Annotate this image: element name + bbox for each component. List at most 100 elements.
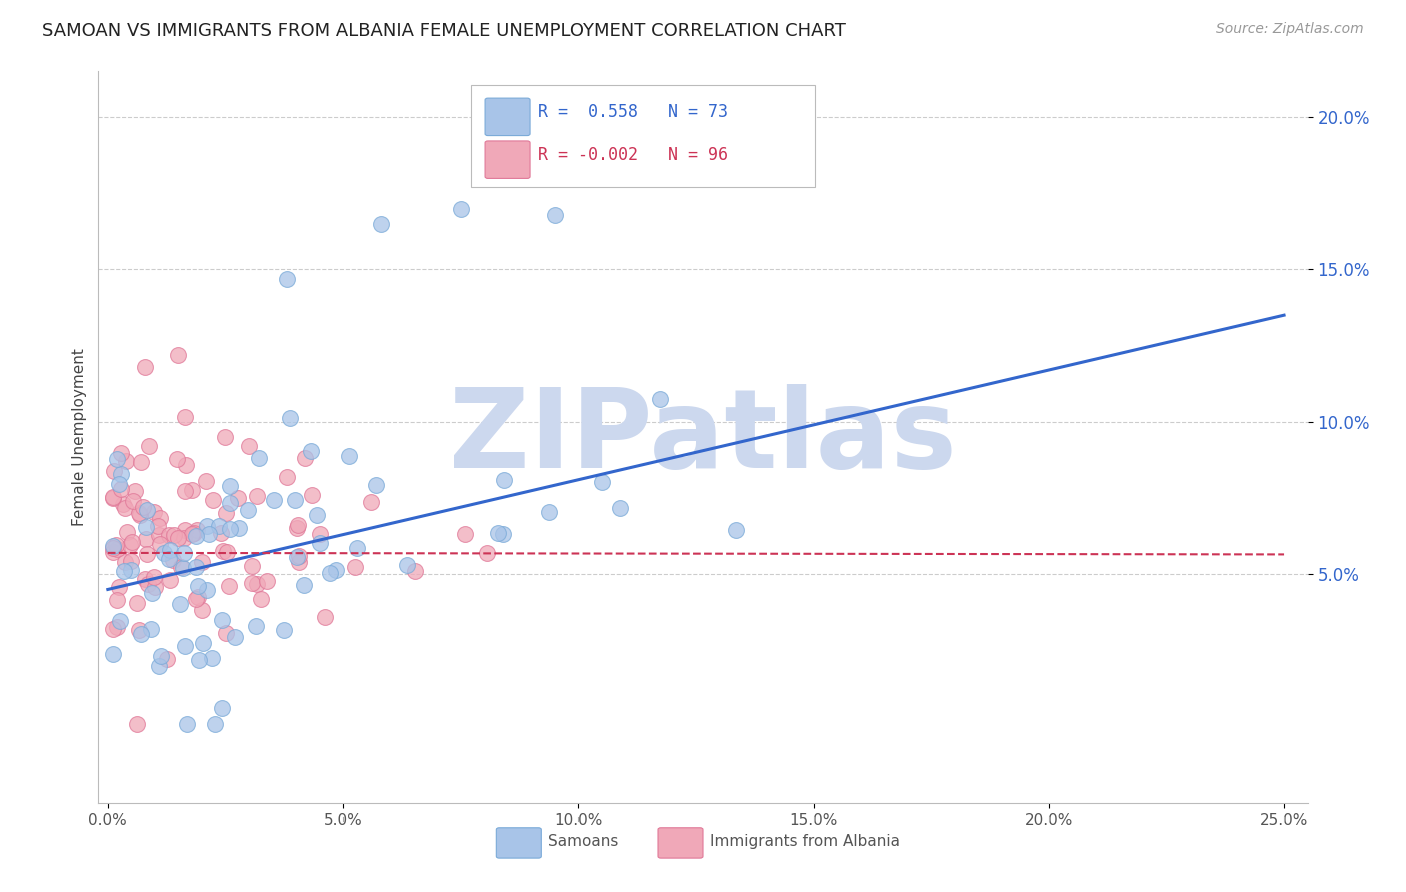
Point	[101, 541, 124, 555]
Point	[183, 526, 205, 541]
Point	[138, 439, 160, 453]
Point	[191, 555, 214, 569]
Text: R =  0.558   N = 73: R = 0.558 N = 73	[538, 103, 728, 121]
Point	[208, 518, 231, 533]
Point	[143, 580, 166, 594]
Point	[135, 533, 157, 547]
Point	[101, 539, 124, 553]
Point	[173, 410, 195, 425]
Text: R = -0.002   N = 96: R = -0.002 N = 96	[538, 146, 728, 164]
Text: Samoans: Samoans	[548, 834, 619, 848]
Point	[191, 636, 214, 650]
Point	[120, 554, 142, 568]
Point	[187, 579, 209, 593]
Text: Immigrants from Albania: Immigrants from Albania	[710, 834, 900, 848]
Point	[173, 546, 195, 560]
Point	[169, 597, 191, 611]
Point	[114, 555, 136, 569]
Point	[226, 491, 249, 505]
Point	[201, 651, 224, 665]
Point	[149, 510, 172, 524]
Point	[219, 496, 242, 510]
Point	[195, 582, 218, 597]
Text: Source: ZipAtlas.com: Source: ZipAtlas.com	[1216, 22, 1364, 37]
Point	[107, 580, 129, 594]
Point	[537, 505, 560, 519]
Point	[131, 500, 153, 515]
Text: SAMOAN VS IMMIGRANTS FROM ALBANIA FEMALE UNEMPLOYMENT CORRELATION CHART: SAMOAN VS IMMIGRANTS FROM ALBANIA FEMALE…	[42, 22, 846, 40]
Point	[204, 716, 226, 731]
Point	[209, 525, 232, 540]
Point	[215, 544, 238, 558]
Point	[285, 550, 308, 565]
Point	[128, 506, 150, 520]
Point	[105, 619, 128, 633]
Point	[544, 208, 567, 222]
Point	[110, 446, 132, 460]
Point	[486, 526, 509, 541]
Point	[184, 529, 207, 543]
Point	[173, 639, 195, 653]
Point	[105, 593, 128, 607]
Point	[162, 553, 184, 567]
Point	[103, 491, 125, 505]
Point	[256, 574, 278, 588]
Point	[396, 558, 419, 572]
Point	[609, 500, 631, 515]
Point	[520, 125, 543, 139]
Point	[101, 545, 124, 559]
Point	[246, 577, 269, 591]
Point	[450, 202, 472, 216]
Point	[211, 701, 233, 715]
Point	[648, 392, 671, 406]
Point	[276, 271, 298, 285]
Point	[120, 538, 142, 552]
Point	[173, 523, 195, 537]
Point	[105, 452, 128, 467]
Point	[285, 521, 308, 535]
Point	[128, 623, 150, 637]
Point	[301, 488, 323, 502]
Point	[360, 495, 382, 509]
Point	[117, 524, 139, 539]
Point	[131, 455, 153, 469]
Point	[325, 563, 347, 577]
Point	[174, 483, 197, 498]
Point	[364, 478, 387, 492]
Point	[314, 610, 336, 624]
Point	[129, 627, 152, 641]
Point	[101, 622, 124, 636]
Point	[114, 500, 136, 515]
Point	[163, 528, 186, 542]
Point	[344, 559, 367, 574]
Point	[101, 490, 124, 504]
Point	[404, 564, 426, 578]
Point	[308, 536, 330, 550]
Point	[167, 348, 190, 362]
Point	[136, 577, 159, 591]
Point	[172, 561, 194, 575]
Point	[288, 549, 311, 563]
Point	[242, 558, 264, 573]
Point	[263, 493, 285, 508]
Point	[135, 547, 157, 561]
Point	[166, 531, 188, 545]
Point	[228, 521, 250, 535]
Point	[337, 449, 360, 463]
Point	[188, 653, 211, 667]
Point	[240, 576, 263, 591]
Point	[288, 555, 311, 569]
Point	[110, 482, 132, 496]
Point	[150, 649, 173, 664]
Point	[454, 527, 477, 541]
Point	[115, 454, 138, 468]
Point	[180, 483, 202, 498]
Point	[186, 523, 208, 537]
Point	[202, 492, 225, 507]
Point	[195, 518, 218, 533]
Point	[121, 535, 143, 549]
Point	[294, 451, 316, 466]
Point	[112, 564, 135, 578]
Point	[111, 497, 134, 511]
Point	[129, 508, 152, 523]
